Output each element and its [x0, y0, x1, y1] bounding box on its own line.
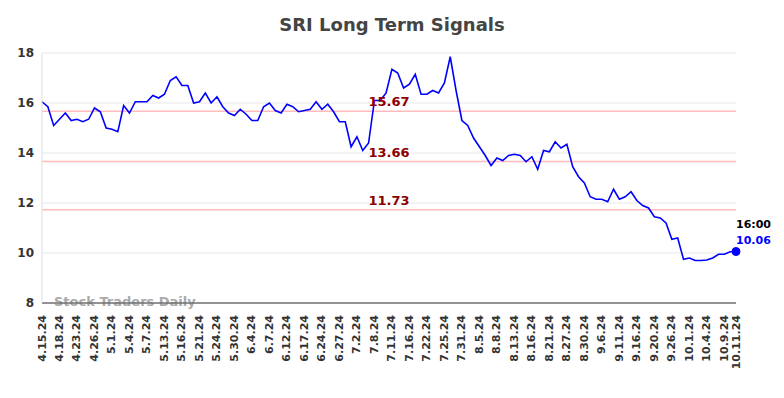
svg-text:5.1.24: 5.1.24 [105, 315, 118, 354]
svg-text:10.4.24: 10.4.24 [700, 315, 713, 362]
svg-text:13.66: 13.66 [368, 145, 409, 160]
svg-text:6.4.24: 6.4.24 [245, 315, 258, 354]
svg-text:7.2.24: 7.2.24 [350, 315, 363, 354]
html-text:SRI Long Term Signals: SRI Long Term Signals [279, 14, 505, 35]
svg-text:9.16.24: 9.16.24 [630, 315, 643, 362]
svg-text:12: 12 [17, 196, 34, 210]
svg-text:7.31.24: 7.31.24 [455, 315, 468, 362]
svg-text:8.21.24: 8.21.24 [543, 315, 556, 362]
svg-text:16: 16 [17, 96, 34, 110]
svg-text:9.11.24: 9.11.24 [613, 315, 626, 362]
svg-text:9.26.24: 9.26.24 [665, 315, 678, 362]
svg-text:7.16.24: 7.16.24 [403, 315, 416, 362]
svg-text:5.16.24: 5.16.24 [175, 315, 188, 362]
svg-text:7.8.24: 7.8.24 [368, 315, 381, 354]
svg-text:8.16.24: 8.16.24 [525, 315, 538, 362]
svg-text:9.20.24: 9.20.24 [648, 315, 661, 362]
svg-text:7.11.24: 7.11.24 [385, 315, 398, 362]
svg-text:8.30.24: 8.30.24 [578, 315, 591, 362]
svg-text:10.11.24: 10.11.24 [730, 315, 743, 370]
svg-text:6.27.24: 6.27.24 [333, 315, 346, 362]
svg-text:11.73: 11.73 [368, 193, 409, 208]
svg-text:14: 14 [17, 146, 34, 160]
svg-text:6.24.24: 6.24.24 [315, 315, 328, 362]
svg-text:7.25.24: 7.25.24 [438, 315, 451, 362]
svg-text:5.30.24: 5.30.24 [228, 315, 241, 362]
svg-text:10: 10 [17, 246, 34, 260]
svg-text:18: 18 [17, 46, 34, 60]
svg-text:4.26.24: 4.26.24 [88, 315, 101, 362]
svg-text:10.9.24: 10.9.24 [717, 315, 731, 362]
svg-text:6.17.24: 6.17.24 [298, 315, 311, 362]
svg-text:8: 8 [26, 296, 34, 310]
svg-text:8.8.24: 8.8.24 [490, 315, 503, 354]
svg-text:10.06: 10.06 [736, 234, 771, 247]
svg-text:6.12.24: 6.12.24 [280, 315, 293, 362]
svg-text:5.4.24: 5.4.24 [123, 315, 136, 354]
svg-text:5.7.24: 5.7.24 [140, 315, 153, 354]
svg-text:10.1.24: 10.1.24 [683, 315, 696, 362]
svg-text:8.27.24: 8.27.24 [560, 315, 573, 362]
svg-text:4.23.24: 4.23.24 [70, 315, 83, 362]
html-text:Stock Traders Daily: Stock Traders Daily [54, 294, 196, 309]
svg-text:4.15.24: 4.15.24 [36, 315, 49, 362]
svg-text:5.13.24: 5.13.24 [158, 315, 171, 362]
svg-text:8.13.24: 8.13.24 [508, 315, 521, 362]
svg-text:5.24.24: 5.24.24 [210, 315, 223, 362]
svg-text:4.18.24: 4.18.24 [53, 315, 66, 362]
svg-text:15.67: 15.67 [368, 94, 409, 109]
svg-text:5.21.24: 5.21.24 [193, 315, 206, 362]
svg-text:9.6.24: 9.6.24 [595, 315, 608, 354]
svg-text:16:00: 16:00 [736, 218, 771, 231]
svg-text:7.22.24: 7.22.24 [420, 315, 433, 362]
svg-text:6.7.24: 6.7.24 [263, 315, 276, 354]
svg-text:8.5.24: 8.5.24 [473, 315, 486, 354]
